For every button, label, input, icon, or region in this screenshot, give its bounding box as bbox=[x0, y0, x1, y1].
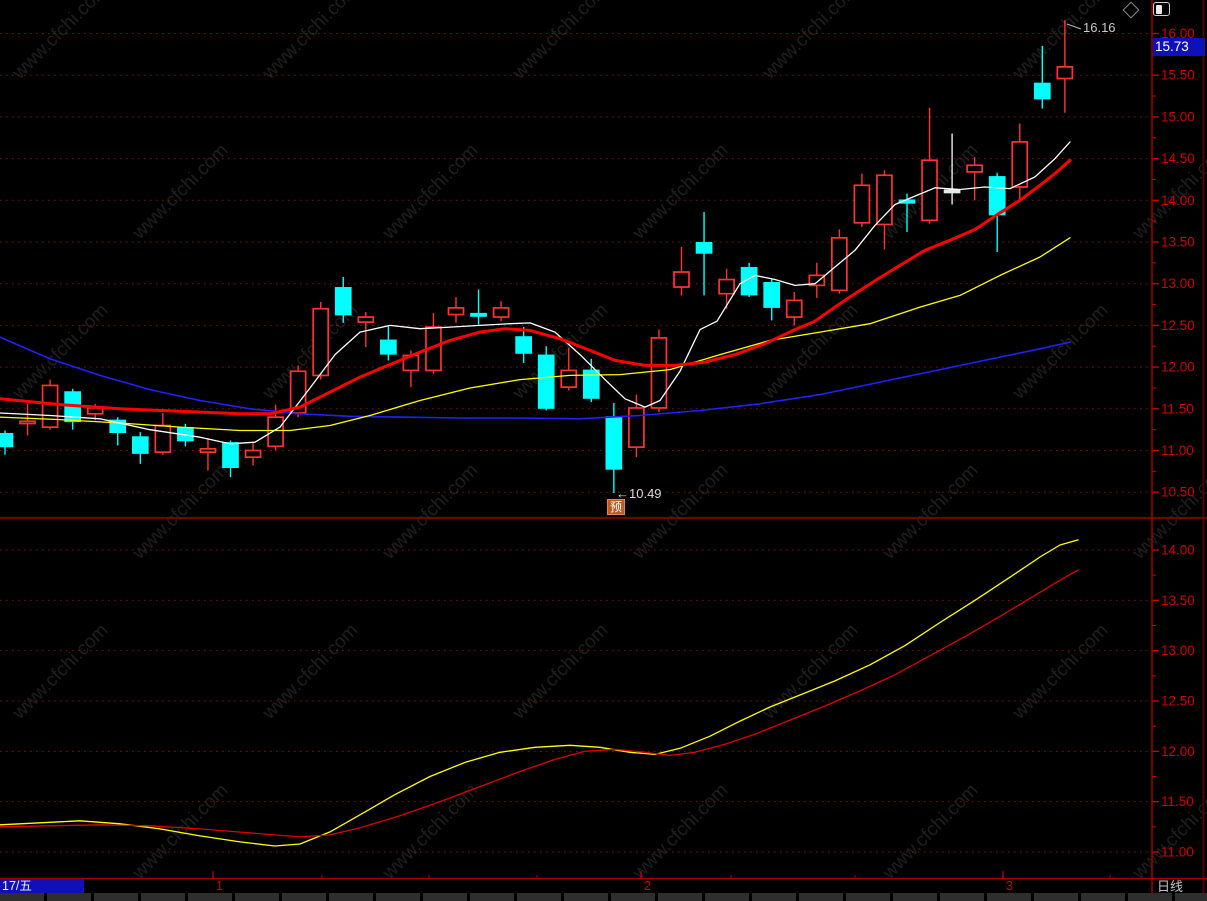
svg-text:16.00: 16.00 bbox=[1161, 26, 1195, 41]
svg-text:www.cfchi.com: www.cfchi.com bbox=[628, 460, 732, 564]
svg-text:www.cfchi.com: www.cfchi.com bbox=[258, 620, 362, 724]
svg-text:www.cfchi.com: www.cfchi.com bbox=[758, 0, 862, 84]
svg-text:11.00: 11.00 bbox=[1161, 443, 1194, 458]
svg-text:www.cfchi.com: www.cfchi.com bbox=[378, 460, 482, 564]
low-price-annotation: ←10.49 bbox=[616, 486, 662, 501]
svg-text:www.cfchi.com: www.cfchi.com bbox=[8, 620, 112, 724]
month-label: 1 bbox=[216, 879, 223, 893]
svg-text:13.50: 13.50 bbox=[1161, 235, 1195, 250]
svg-text:www.cfchi.com: www.cfchi.com bbox=[878, 460, 982, 564]
svg-text:www.cfchi.com: www.cfchi.com bbox=[628, 140, 732, 244]
svg-text:www.cfchi.com: www.cfchi.com bbox=[128, 460, 232, 564]
svg-text:www.cfchi.com: www.cfchi.com bbox=[8, 300, 112, 404]
svg-text:12.00: 12.00 bbox=[1161, 360, 1195, 375]
scrollbar[interactable] bbox=[0, 893, 1207, 901]
svg-text:www.cfchi.com: www.cfchi.com bbox=[508, 0, 612, 84]
forecast-flag[interactable]: 预 bbox=[607, 499, 626, 515]
svg-text:10.50: 10.50 bbox=[1161, 485, 1195, 500]
svg-text:14.00: 14.00 bbox=[1161, 193, 1195, 208]
high-price-annotation: 16.16 bbox=[1083, 20, 1116, 35]
svg-text:www.cfchi.com: www.cfchi.com bbox=[758, 620, 862, 724]
svg-text:15.00: 15.00 bbox=[1161, 109, 1195, 124]
svg-text:www.cfchi.com: www.cfchi.com bbox=[508, 620, 612, 724]
svg-text:12.50: 12.50 bbox=[1161, 694, 1195, 709]
svg-text:15.50: 15.50 bbox=[1161, 68, 1195, 83]
svg-text:www.cfchi.com: www.cfchi.com bbox=[1008, 620, 1112, 724]
svg-text:www.cfchi.com: www.cfchi.com bbox=[878, 780, 982, 884]
svg-text:14.50: 14.50 bbox=[1161, 151, 1195, 166]
svg-text:www.cfchi.com: www.cfchi.com bbox=[628, 780, 732, 884]
svg-text:11.00: 11.00 bbox=[1161, 845, 1194, 860]
svg-text:12.00: 12.00 bbox=[1161, 744, 1195, 759]
svg-text:13.50: 13.50 bbox=[1161, 593, 1195, 608]
month-label: 2 bbox=[644, 879, 651, 893]
panel-toggle-icon[interactable] bbox=[1153, 2, 1170, 16]
svg-text:www.cfchi.com: www.cfchi.com bbox=[8, 0, 112, 84]
last-price-tag: 15.73 bbox=[1153, 38, 1205, 56]
svg-text:14.00: 14.00 bbox=[1161, 543, 1195, 558]
panel-fill-icon bbox=[1155, 4, 1162, 14]
svg-text:13.00: 13.00 bbox=[1161, 276, 1195, 291]
svg-text:www.cfchi.com: www.cfchi.com bbox=[128, 140, 232, 244]
svg-text:www.cfchi.com: www.cfchi.com bbox=[258, 0, 362, 84]
svg-text:11.50: 11.50 bbox=[1161, 401, 1194, 416]
month-label: 3 bbox=[1006, 879, 1013, 893]
date-label: 17/五 bbox=[0, 879, 84, 894]
svg-text:13.00: 13.00 bbox=[1161, 643, 1195, 658]
svg-text:www.cfchi.com: www.cfchi.com bbox=[378, 140, 482, 244]
svg-text:11.50: 11.50 bbox=[1161, 794, 1194, 809]
period-label[interactable]: 日线 bbox=[1157, 879, 1184, 894]
svg-text:12.50: 12.50 bbox=[1161, 318, 1195, 333]
